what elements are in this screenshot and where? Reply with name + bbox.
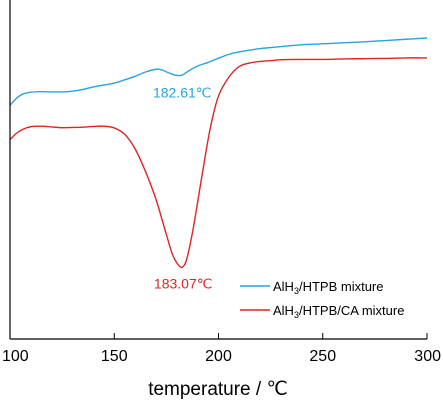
x-tick-label: 250 [309,348,336,365]
legend-label-2: AlH3/HTPB/CA mixture [273,303,404,320]
legend: AlH3/HTPB mixture AlH3/HTPB/CA mixture [240,279,404,320]
plot-lines [9,37,428,269]
peak-label-1: 182.61℃ [153,85,212,101]
x-axis-label: temperature / ℃ [148,379,288,400]
x-tick-label: 100 [2,348,29,365]
x-tick-label: 300 [414,348,441,365]
annotations: 182.61℃ 183.07℃ [153,85,213,292]
x-tick-label: 200 [205,348,232,365]
series-line-1 [9,37,428,106]
x-ticks: 100 150 200 250 300 [2,333,441,365]
peak-label-2: 183.07℃ [154,276,213,292]
series-line-2 [9,57,428,269]
x-tick-label: 150 [101,348,128,365]
legend-label-1: AlH3/HTPB mixture [273,279,383,296]
